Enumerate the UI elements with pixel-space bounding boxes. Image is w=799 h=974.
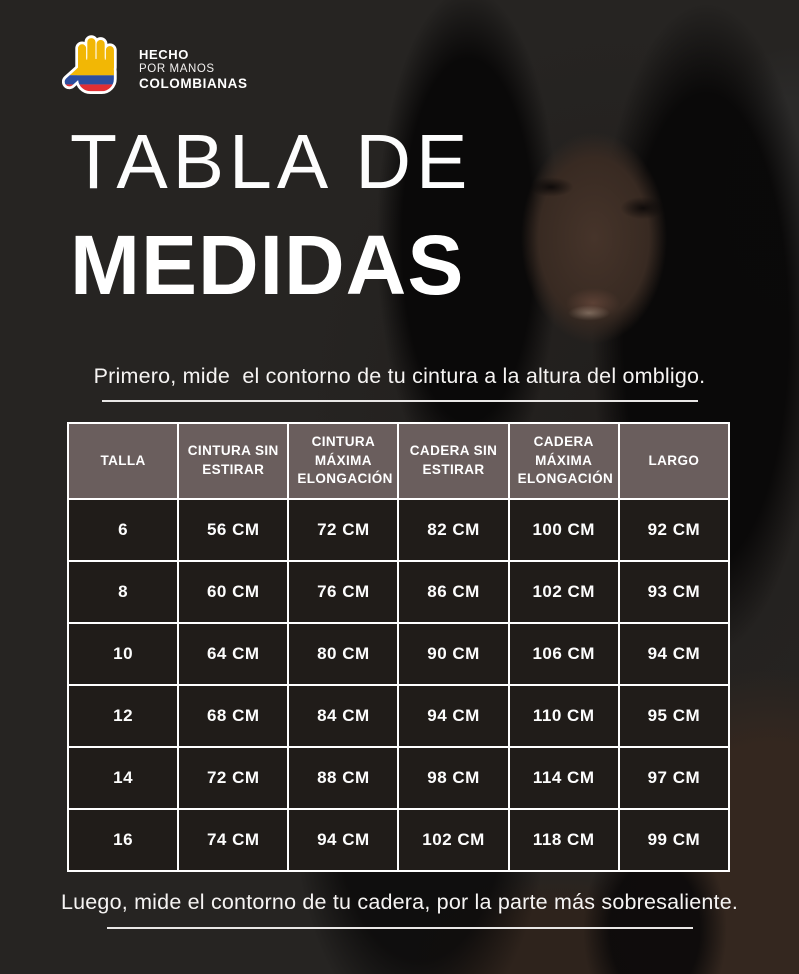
measurement-cell: 92 CM	[617, 498, 731, 562]
table-row: 10 64 CM 80 CM 90 CM 106 CM 94 CM	[66, 622, 731, 686]
measurement-cell: 76 CM	[287, 560, 400, 624]
measurement-cell: 86 CM	[397, 560, 510, 624]
size-table: TALLA CINTURA SIN ESTIRAR CINTURA MÁXIMA E…	[66, 422, 731, 872]
size-cell: 12	[66, 684, 180, 748]
logo-wordmark: HECHO POR MANOS COLOMBIANAS	[139, 47, 248, 92]
logo-line-1: HECHO	[139, 46, 189, 62]
measurement-cell: 94 CM	[617, 622, 731, 686]
measurement-cell: 68 CM	[177, 684, 290, 748]
measurement-cell: 80 CM	[287, 622, 400, 686]
measurement-cell: 72 CM	[287, 498, 400, 562]
measurement-cell: 95 CM	[617, 684, 731, 748]
column-header: CADERA SIN ESTIRAR	[397, 422, 510, 500]
hand-flag-icon	[62, 35, 117, 95]
measurement-cell: 102 CM	[507, 560, 620, 624]
column-header: CINTURA SIN ESTIRAR	[177, 422, 290, 500]
size-table-header-row: TALLA CINTURA SIN ESTIRAR CINTURA MÁXIMA E…	[66, 422, 731, 500]
measurement-cell: 98 CM	[397, 746, 510, 810]
measurement-cell: 60 CM	[177, 560, 290, 624]
brand-logo: HECHO POR MANOS COLOMBIANAS	[62, 32, 248, 106]
title-line-1: TABLA DE	[70, 119, 473, 205]
measurement-cell: 82 CM	[397, 498, 510, 562]
title-line-2: MEDIDAS	[70, 218, 465, 312]
column-header: TALLA	[66, 422, 180, 500]
size-cell: 14	[66, 746, 180, 810]
instruction-hip: Luego, mide el contorno de tu cadera, po…	[60, 890, 739, 914]
measurement-cell: 118 CM	[507, 808, 620, 872]
measurement-cell: 64 CM	[177, 622, 290, 686]
measurement-cell: 90 CM	[397, 622, 510, 686]
measurement-cell: 94 CM	[397, 684, 510, 748]
column-header: LARGO	[617, 422, 731, 500]
table-row: 16 74 CM 94 CM 102 CM 118 CM 99 CM	[66, 808, 731, 872]
size-table-body: 6 56 CM 72 CM 82 CM 100 CM 92 CM 8 60 CM 76 CM 86…	[66, 498, 731, 872]
size-cell: 6	[66, 498, 180, 562]
table-row: 8 60 CM 76 CM 86 CM 102 CM 93 CM	[66, 560, 731, 624]
measurement-cell: 84 CM	[287, 684, 400, 748]
size-cell: 10	[66, 622, 180, 686]
logo-line-3: COLOMBIANAS	[139, 75, 248, 91]
measurement-cell: 93 CM	[617, 560, 731, 624]
measurement-cell: 114 CM	[507, 746, 620, 810]
measurement-cell: 102 CM	[397, 808, 510, 872]
instruction-hip-underline	[106, 927, 693, 929]
measurement-cell: 100 CM	[507, 498, 620, 562]
measurement-cell: 88 CM	[287, 746, 400, 810]
table-row: 6 56 CM 72 CM 82 CM 100 CM 92 CM	[66, 498, 731, 562]
measurement-cell: 110 CM	[507, 684, 620, 748]
page-title: TABLA DE MEDIDAS	[70, 119, 473, 312]
measurement-cell: 94 CM	[287, 808, 400, 872]
instruction-waist: Primero, mide el contorno de tu cintura …	[93, 364, 706, 388]
column-header: CINTURA MÁXIMA ELONGACIÓN	[287, 422, 400, 500]
measurement-cell: 74 CM	[177, 808, 290, 872]
column-header: CADERA MÁXIMA ELONGACIÓN	[507, 422, 620, 500]
measurement-cell: 99 CM	[617, 808, 731, 872]
table-row: 14 72 CM 88 CM 98 CM 114 CM 97 CM	[66, 746, 731, 810]
size-cell: 16	[66, 808, 180, 872]
measurement-cell: 56 CM	[177, 498, 290, 562]
size-cell: 8	[66, 560, 180, 624]
measurement-cell: 72 CM	[177, 746, 290, 810]
measurement-cell: 106 CM	[507, 622, 620, 686]
measurement-cell: 97 CM	[617, 746, 731, 810]
table-row: 12 68 CM 84 CM 94 CM 110 CM 95 CM	[66, 684, 731, 748]
logo-line-2: POR MANOS	[139, 62, 215, 75]
instruction-waist-underline	[101, 400, 698, 402]
